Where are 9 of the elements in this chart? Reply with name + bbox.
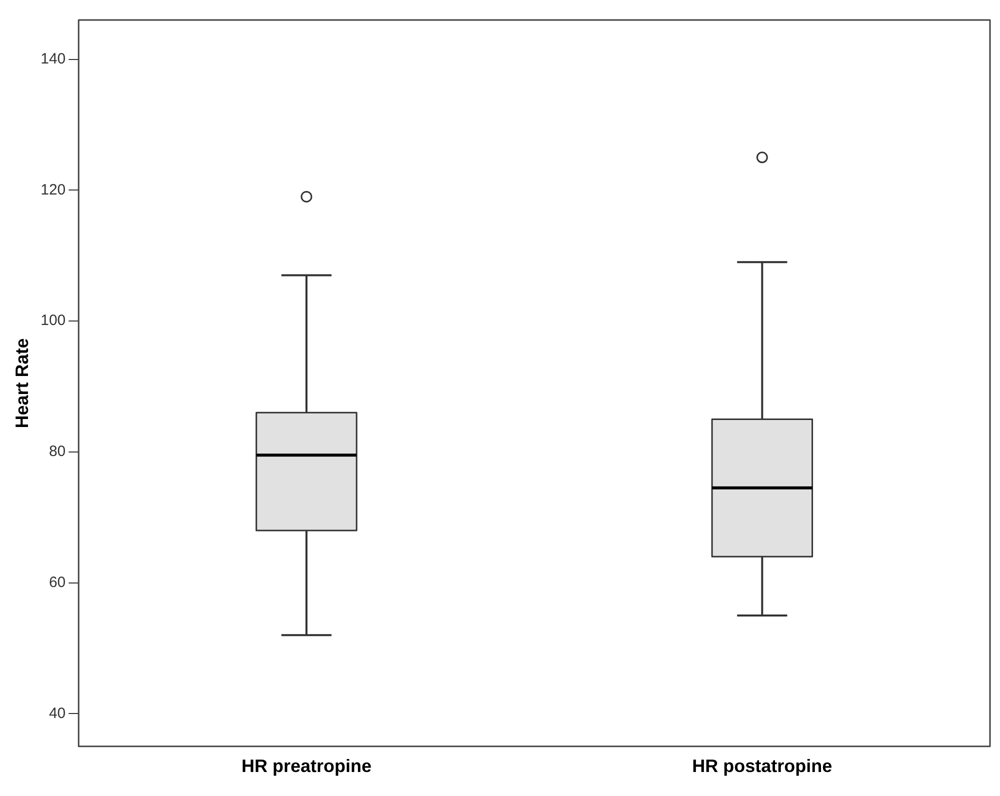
y-tick-label: 100 bbox=[40, 312, 66, 330]
y-tick-label: 40 bbox=[48, 704, 66, 722]
y-tick-label: 140 bbox=[40, 50, 66, 68]
x-tick-label: HR preatropine bbox=[241, 756, 372, 776]
x-tick-label: HR postatropine bbox=[692, 756, 832, 776]
y-tick-label: 60 bbox=[48, 574, 66, 591]
y-tick-label: 80 bbox=[48, 443, 66, 460]
y-tick-label: 120 bbox=[40, 181, 66, 198]
y-axis-title: Heart Rate bbox=[12, 338, 32, 428]
